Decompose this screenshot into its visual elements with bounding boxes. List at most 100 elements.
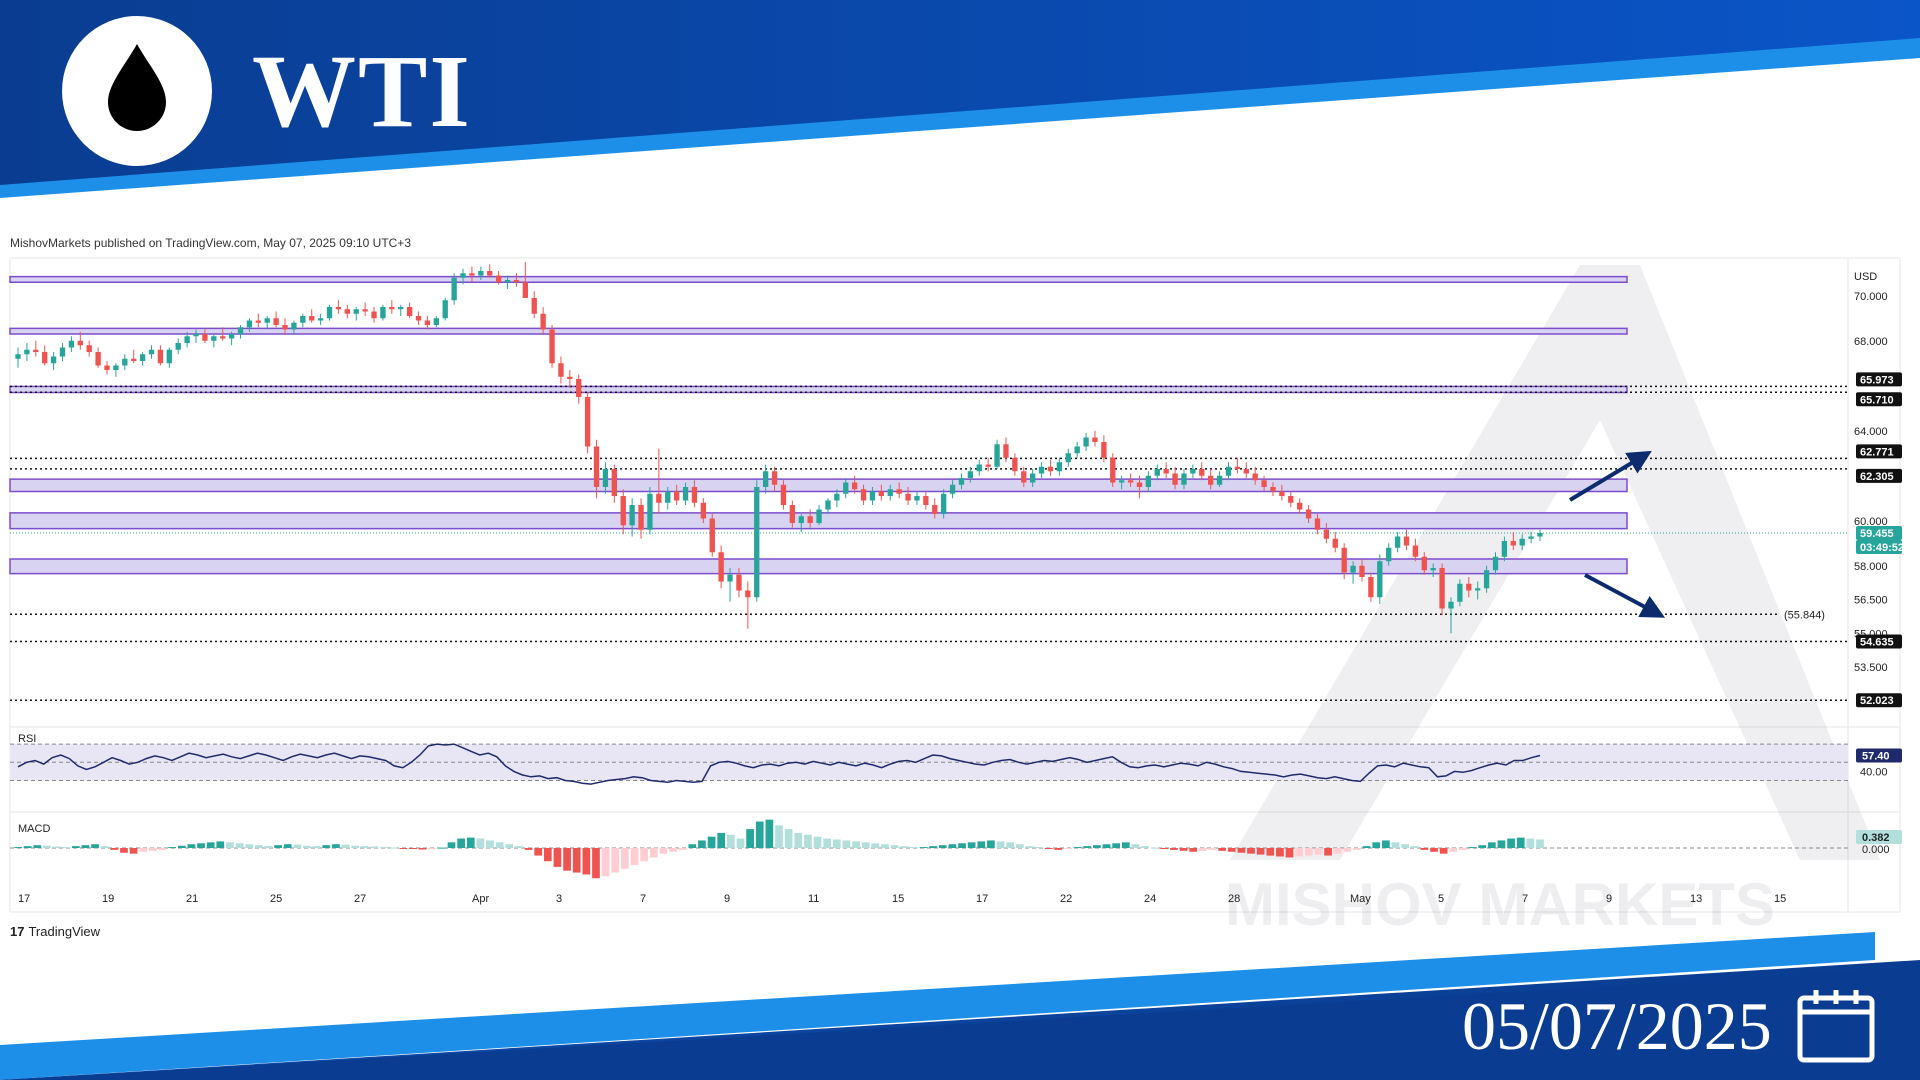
price-tick-label: 53.500 bbox=[1854, 662, 1888, 674]
candle-body bbox=[1003, 444, 1009, 458]
macd-bar bbox=[370, 846, 379, 848]
macd-bar bbox=[62, 847, 71, 849]
x-tick-label: 25 bbox=[270, 893, 282, 905]
macd-bar bbox=[351, 845, 360, 848]
price-label-box bbox=[1856, 468, 1902, 483]
candle-body bbox=[762, 471, 769, 487]
candle-body bbox=[691, 487, 698, 503]
macd-bar bbox=[669, 848, 677, 852]
macd-bar bbox=[1430, 848, 1438, 852]
candle-body bbox=[1199, 469, 1205, 476]
macd-bar bbox=[1304, 848, 1313, 856]
macd-bar bbox=[611, 848, 620, 873]
candle-body bbox=[878, 491, 885, 496]
candle-body bbox=[1297, 502, 1303, 510]
macd-bar bbox=[168, 847, 176, 849]
price-label-box bbox=[1856, 634, 1902, 649]
macd-bar bbox=[852, 841, 860, 848]
candle-body bbox=[1181, 473, 1187, 485]
macd-bar bbox=[447, 842, 456, 848]
candle-body bbox=[460, 273, 466, 278]
macd-bar bbox=[129, 848, 138, 854]
macd-bar bbox=[120, 848, 128, 853]
macd-bar bbox=[1536, 839, 1544, 848]
macd-value-box bbox=[1856, 830, 1902, 844]
price-label: 62.771 bbox=[1860, 446, 1894, 458]
x-tick-label: 17 bbox=[976, 893, 988, 905]
candle-body bbox=[647, 493, 653, 530]
candle-body bbox=[949, 484, 956, 494]
candle-body bbox=[860, 489, 867, 501]
macd-bar bbox=[919, 847, 928, 849]
candle-body bbox=[745, 590, 751, 598]
macd-bar bbox=[1006, 842, 1015, 848]
macd-bar bbox=[794, 832, 803, 848]
candle-body bbox=[1377, 561, 1383, 598]
macd-bar bbox=[1324, 848, 1332, 856]
macd-bar bbox=[1459, 848, 1467, 850]
candle-body bbox=[184, 336, 190, 343]
macd-bar bbox=[177, 845, 186, 848]
candle-body bbox=[914, 496, 920, 501]
currency-label: USD bbox=[1854, 271, 1877, 283]
candle-body bbox=[246, 320, 253, 328]
tradingview-mark-icon: 17 bbox=[10, 924, 25, 939]
macd-bar bbox=[649, 848, 658, 858]
candle-body bbox=[700, 502, 707, 519]
candle-body bbox=[593, 446, 600, 487]
macd-bar bbox=[1121, 842, 1130, 848]
candle-body bbox=[843, 482, 849, 494]
candle-body bbox=[15, 354, 21, 359]
macd-bar bbox=[1237, 848, 1246, 853]
macd-bar bbox=[466, 837, 475, 848]
macd-bar bbox=[1362, 846, 1371, 848]
macd-bar bbox=[283, 844, 292, 848]
macd-bar bbox=[149, 848, 157, 851]
candle-body bbox=[33, 349, 39, 352]
candle-body bbox=[1314, 518, 1321, 530]
candle-body bbox=[380, 307, 386, 319]
macd-bar bbox=[428, 848, 437, 850]
macd-bar bbox=[1439, 848, 1448, 854]
price-label-box bbox=[1856, 392, 1902, 407]
candle-body bbox=[798, 516, 804, 523]
macd-bar bbox=[1227, 848, 1236, 852]
x-tick-label: 5 bbox=[1438, 893, 1444, 905]
x-tick-label: 21 bbox=[186, 893, 198, 905]
watermark-shape bbox=[1230, 265, 1880, 860]
candle-body bbox=[1368, 577, 1374, 598]
candle-body bbox=[754, 487, 760, 598]
candle-body bbox=[1021, 471, 1027, 483]
candle-body bbox=[50, 356, 57, 364]
candle-body bbox=[104, 365, 110, 370]
macd-bar bbox=[678, 848, 687, 850]
candle-body bbox=[549, 329, 555, 364]
candle-body bbox=[68, 340, 75, 348]
candle-body bbox=[478, 271, 484, 276]
macd-bar bbox=[1150, 847, 1159, 849]
candle-body bbox=[264, 318, 270, 323]
macd-bar bbox=[726, 834, 735, 848]
price-label: 62.305 bbox=[1860, 471, 1894, 483]
candle-body bbox=[1386, 547, 1392, 562]
macd-bar bbox=[1314, 848, 1323, 855]
candle-body bbox=[558, 363, 564, 377]
macd-bar bbox=[823, 838, 832, 848]
macd-bar bbox=[1035, 847, 1043, 849]
macd-bar bbox=[341, 844, 350, 848]
macd-bar bbox=[1401, 844, 1409, 848]
macd-bar bbox=[216, 841, 225, 848]
resistance-zone bbox=[9, 275, 1628, 283]
x-tick-label: 15 bbox=[1774, 893, 1786, 905]
macd-bar bbox=[996, 841, 1005, 848]
candle-body bbox=[398, 307, 404, 310]
candle-body bbox=[1136, 482, 1143, 487]
macd-bar bbox=[1208, 848, 1217, 850]
resistance-zone bbox=[9, 327, 1628, 335]
macd-bar bbox=[987, 840, 995, 848]
candle-body bbox=[1092, 437, 1098, 442]
candle-body bbox=[193, 334, 199, 337]
candle-body bbox=[576, 379, 582, 397]
macd-bar bbox=[486, 840, 494, 848]
macd-bar bbox=[1497, 840, 1506, 848]
